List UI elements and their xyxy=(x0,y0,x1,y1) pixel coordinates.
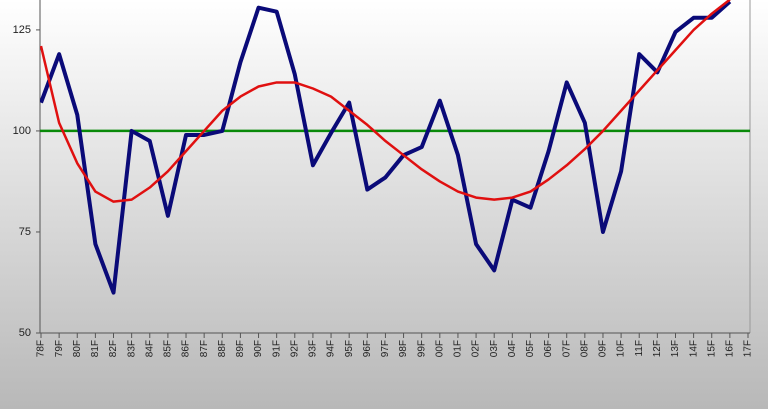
x-tick-label: 86F xyxy=(181,340,192,357)
x-tick-label: 93F xyxy=(308,340,319,357)
y-tick-label: 125 xyxy=(13,24,31,36)
x-tick-label: 16F xyxy=(725,340,736,357)
x-tick-label: 03F xyxy=(489,340,500,357)
x-tick-label: 13F xyxy=(670,340,681,357)
x-tick-label: 07F xyxy=(561,340,572,357)
x-tick-label: 01F xyxy=(453,340,464,357)
x-tick-label: 81F xyxy=(90,340,101,357)
x-tick-label: 96F xyxy=(362,340,373,357)
x-tick-label: 89F xyxy=(235,340,246,357)
x-tick-label: 10F xyxy=(616,340,627,357)
y-tick-label: 75 xyxy=(19,226,31,238)
x-tick-label: 82F xyxy=(108,340,119,357)
x-tick-label: 15F xyxy=(706,340,717,357)
x-tick-label: 04F xyxy=(507,340,518,357)
x-tick-label: 94F xyxy=(326,340,337,357)
x-tick-label: 14F xyxy=(688,340,699,357)
x-tick-label: 95F xyxy=(344,340,355,357)
x-tick-label: 11F xyxy=(634,340,645,357)
x-tick-label: 98F xyxy=(398,340,409,357)
x-tick-label: 02F xyxy=(471,340,482,357)
series-line xyxy=(40,0,732,295)
x-tick-label: 90F xyxy=(253,340,264,357)
x-tick-label: 83F xyxy=(126,340,137,357)
x-tick-label: 92F xyxy=(289,340,300,357)
y-tick-label: 50 xyxy=(19,327,31,339)
x-tick-label: 06F xyxy=(543,340,554,357)
x-tick-label: 99F xyxy=(416,340,427,357)
series-line xyxy=(40,0,731,203)
x-tick-label: 97F xyxy=(380,340,391,357)
x-tick-label: 87F xyxy=(199,340,210,357)
x-tick-label: 91F xyxy=(271,340,282,357)
x-tick-label: 09F xyxy=(598,340,609,357)
x-tick-label: 88F xyxy=(217,340,228,357)
x-tick-label: 12F xyxy=(652,340,663,357)
x-tick-label: 84F xyxy=(144,340,155,357)
x-tick-label: 00F xyxy=(434,340,445,357)
x-tick-label: 05F xyxy=(525,340,536,357)
x-tick-label: 78F xyxy=(36,340,47,357)
x-tick-label: 79F xyxy=(54,340,65,357)
plot-area xyxy=(40,0,750,295)
y-tick-label: 100 xyxy=(13,125,31,137)
x-tick-label: 80F xyxy=(72,340,83,357)
x-tick-label: 85F xyxy=(163,340,174,357)
x-tick-label: 08F xyxy=(579,340,590,357)
x-tick-label: 17F xyxy=(743,340,754,357)
